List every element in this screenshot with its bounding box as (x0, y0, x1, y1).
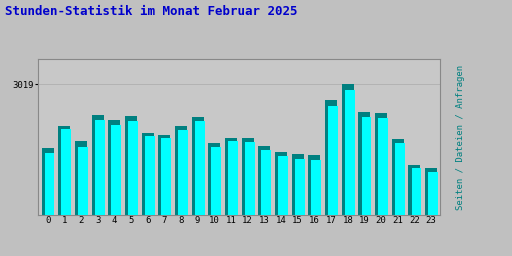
Bar (311, 159, 322, 215)
Bar (211, 147, 221, 215)
Bar (111, 125, 121, 215)
Bar (245, 142, 254, 215)
Bar (75, 141, 87, 215)
Bar (412, 168, 421, 215)
Bar (375, 113, 387, 215)
Bar (328, 106, 338, 215)
Bar (358, 112, 371, 215)
Bar (425, 168, 437, 215)
Bar (409, 165, 420, 215)
Bar (142, 133, 154, 215)
Bar (225, 138, 237, 215)
Bar (128, 121, 138, 215)
Bar (158, 135, 170, 215)
Bar (191, 118, 204, 215)
Bar (161, 138, 171, 215)
Bar (125, 116, 137, 215)
Bar (92, 115, 103, 215)
Bar (242, 138, 254, 215)
Bar (178, 130, 188, 215)
Bar (175, 126, 187, 215)
Bar (228, 141, 238, 215)
Bar (95, 120, 104, 215)
Bar (61, 129, 71, 215)
Bar (325, 100, 337, 215)
Bar (195, 121, 205, 215)
Bar (145, 136, 155, 215)
Bar (428, 172, 438, 215)
Bar (295, 159, 305, 215)
Bar (392, 139, 404, 215)
Bar (208, 143, 220, 215)
Bar (345, 90, 355, 215)
Bar (308, 155, 321, 215)
Bar (378, 118, 388, 215)
Bar (78, 146, 88, 215)
Bar (275, 152, 287, 215)
Bar (45, 153, 54, 215)
Bar (259, 146, 270, 215)
Bar (361, 117, 371, 215)
Bar (41, 148, 54, 215)
Bar (278, 156, 288, 215)
Bar (395, 143, 404, 215)
Bar (262, 150, 271, 215)
Text: Seiten / Dateien / Anfragen: Seiten / Dateien / Anfragen (456, 65, 465, 209)
Bar (292, 154, 304, 215)
Bar (108, 120, 120, 215)
Bar (342, 84, 354, 215)
Bar (58, 126, 70, 215)
Text: Stunden-Statistik im Monat Februar 2025: Stunden-Statistik im Monat Februar 2025 (5, 5, 297, 18)
